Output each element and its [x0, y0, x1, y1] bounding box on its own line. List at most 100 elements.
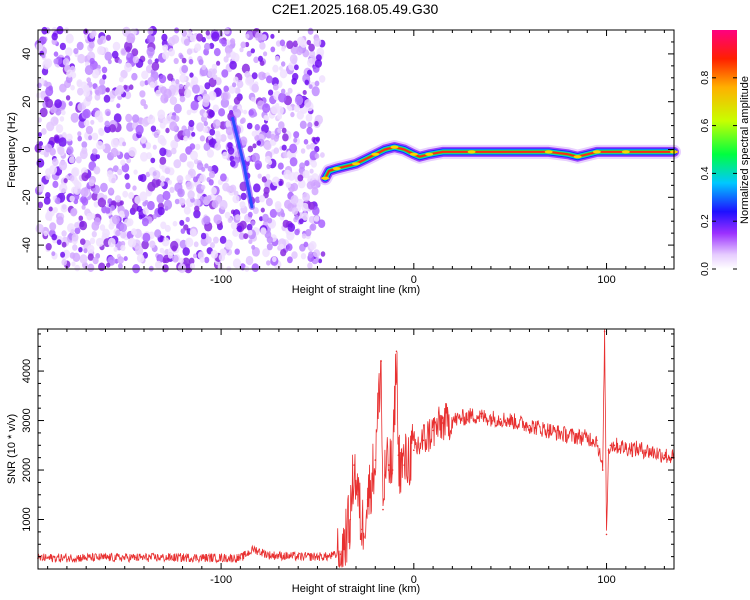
noise-dot — [250, 96, 256, 102]
noise-dot — [230, 38, 236, 45]
top-panel: -100 0 100 -40 -20 0 20 40 Height of straight l… — [6, 25, 681, 296]
colorbar-tick-label: 0.0 — [700, 262, 711, 276]
colorbar-tick-label: 0.2 — [700, 214, 711, 228]
noise-dot — [320, 152, 325, 158]
noise-dot — [185, 237, 194, 248]
x-tick-label: 100 — [597, 274, 615, 286]
noise-dot — [106, 262, 111, 268]
trace-peak — [409, 152, 418, 156]
noise-dot — [61, 109, 66, 116]
noise-dot — [68, 101, 73, 107]
noise-dot — [59, 116, 65, 122]
noise-dot — [268, 89, 274, 96]
trace-peak — [467, 150, 476, 154]
noise-dot — [277, 162, 284, 170]
noise-dot — [186, 30, 193, 37]
noise-dot — [52, 158, 59, 167]
noise-dot — [212, 104, 219, 113]
noise-dot — [238, 232, 245, 240]
noise-dot — [232, 228, 240, 237]
noise-dot — [141, 217, 149, 227]
noise-dot — [179, 219, 185, 226]
noise-dot — [307, 262, 313, 270]
y-tick-label: 1000 — [21, 507, 33, 531]
noise-dot — [246, 50, 252, 57]
colorbar-label: Normalized spectral amplitude — [739, 76, 750, 224]
noise-dot — [157, 206, 165, 216]
top-ylabel: Frequency (Hz) — [6, 112, 18, 188]
noise-dot — [219, 235, 227, 244]
noise-dot — [226, 186, 232, 193]
noise-dot — [310, 160, 317, 168]
noise-dot — [105, 34, 111, 41]
noise-dot — [101, 66, 108, 74]
noise-dot — [300, 39, 307, 48]
noise-dot — [177, 263, 187, 274]
noise-dot — [308, 84, 313, 89]
noise-dot — [274, 55, 280, 62]
noise-dot — [188, 257, 195, 265]
noise-dot — [297, 174, 304, 182]
trace-peak — [592, 150, 601, 154]
noise-dot — [150, 125, 157, 132]
noise-dot — [270, 105, 279, 115]
noise-dot — [120, 159, 126, 166]
noise-dot — [132, 185, 137, 191]
noise-dot — [163, 88, 172, 99]
noise-dot — [266, 260, 271, 266]
noise-dot — [263, 186, 270, 195]
noise-dot — [183, 38, 190, 46]
noise-dot — [244, 71, 251, 78]
noise-dot — [303, 139, 309, 145]
noise-dot — [81, 141, 88, 149]
noise-dot — [189, 228, 197, 237]
noise-dot — [309, 168, 314, 174]
noise-dot — [277, 128, 282, 134]
colorbar-gradient — [712, 30, 737, 269]
noise-dot — [167, 73, 174, 81]
noise-dot — [77, 53, 86, 64]
noise-dot — [70, 229, 75, 234]
noise-dot — [257, 173, 262, 179]
noise-dot — [245, 255, 254, 266]
noise-dot — [117, 256, 124, 264]
noise-dot — [204, 163, 209, 169]
noise-dot — [73, 179, 80, 187]
noise-dot — [280, 212, 286, 218]
snr-point — [380, 360, 382, 363]
noise-dot — [289, 157, 298, 167]
noise-dot — [305, 229, 312, 237]
snr-point — [353, 464, 355, 466]
noise-dot — [175, 79, 180, 85]
noise-dot — [179, 198, 186, 206]
snr-point — [297, 555, 300, 558]
noise-dot — [124, 41, 133, 52]
noise-dot — [94, 86, 103, 96]
noise-dot — [128, 84, 134, 90]
noise-dot — [41, 26, 48, 35]
noise-dot — [243, 109, 248, 115]
noise-dot — [171, 114, 176, 121]
noise-dot — [160, 137, 167, 146]
noise-dot — [100, 144, 106, 150]
noise-dot — [255, 31, 263, 41]
noise-dot — [92, 148, 98, 155]
noise-dot — [156, 194, 165, 204]
noise-dot — [302, 192, 310, 202]
noise-dot — [77, 131, 82, 137]
noise-dot — [77, 135, 82, 142]
noise-dot — [179, 73, 187, 83]
noise-dot — [178, 83, 184, 90]
noise-dot — [88, 41, 95, 49]
noise-dot — [84, 65, 94, 76]
noise-dot — [224, 45, 233, 55]
noise-dot — [258, 195, 266, 203]
noise-dot — [93, 166, 101, 175]
noise-dot — [68, 156, 75, 164]
noise-dot — [74, 227, 81, 235]
noise-dot — [206, 149, 214, 158]
noise-dot — [307, 122, 313, 129]
noise-dot — [224, 27, 230, 35]
noise-dot — [105, 87, 110, 93]
bottom-axes: -100 0 100 1000 2000 3000 4000 — [21, 329, 674, 586]
